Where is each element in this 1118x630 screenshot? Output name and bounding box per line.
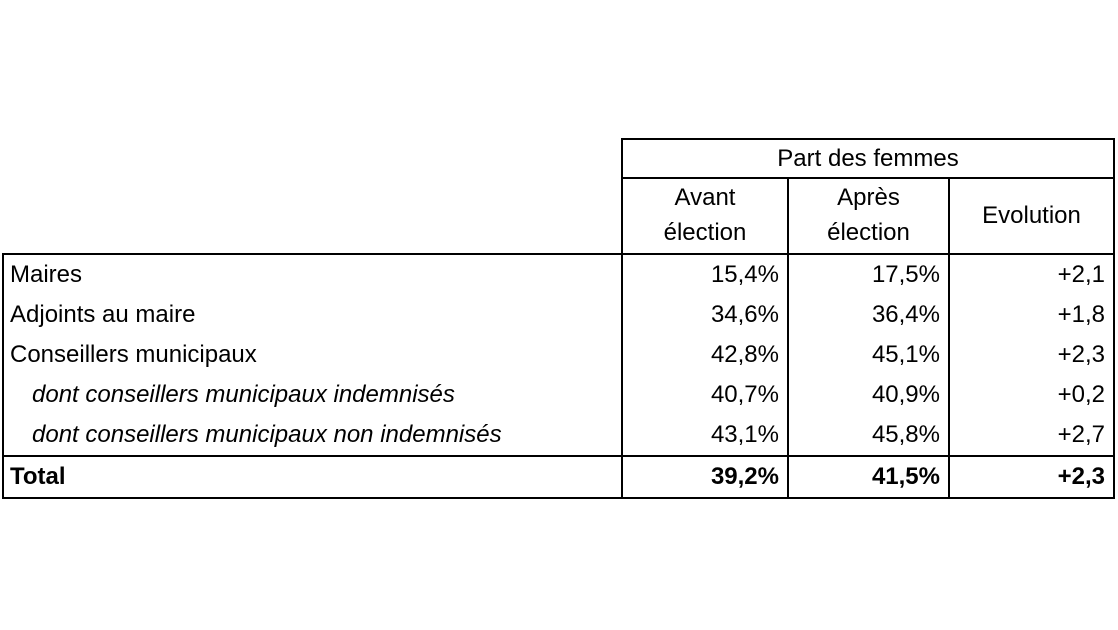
table-row-conseillers-indemnises: dont conseillers municipaux indemnisés 4… [2,375,1115,415]
cell-apres-election-total: 41,5% [787,455,950,499]
cell-avant-election: 40,7% [621,375,789,415]
row-label: dont conseillers municipaux indemnisés [2,375,623,415]
cell-apres-election: 45,8% [787,415,950,456]
table-row-maires: Maires 15,4% 17,5% +2,1 [2,253,1115,295]
cell-avant-election: 43,1% [621,415,789,456]
cell-evolution: +1,8 [948,295,1115,335]
column-header-row: Avant élection Après élection Evolution [3,177,1115,255]
cell-evolution: +0,2 [948,375,1115,415]
cell-avant-election: 42,8% [621,335,789,375]
column-header-avant-election: Avant élection [621,177,789,255]
table-row-conseillers: Conseillers municipaux 42,8% 45,1% +2,3 [2,335,1115,375]
cell-evolution: +2,1 [948,253,1115,295]
table-row-adjoints: Adjoints au maire 34,6% 36,4% +1,8 [2,295,1115,335]
group-header-title: Part des femmes [621,138,1115,179]
cell-apres-election: 17,5% [787,253,950,295]
cell-evolution-total: +2,3 [948,455,1115,499]
part-des-femmes-table: Part des femmes Avant élection Après éle… [2,138,1115,499]
row-label: Maires [2,253,623,295]
cell-apres-election: 45,1% [787,335,950,375]
blank-header-cell [3,139,622,178]
row-label: dont conseillers municipaux non indemnis… [2,415,623,456]
group-header-row: Part des femmes [3,138,1115,179]
table-row-conseillers-non-indemnises: dont conseillers municipaux non indemnis… [2,415,1115,456]
cell-avant-election: 15,4% [621,253,789,295]
column-header-apres-election: Après élection [787,177,950,255]
cell-avant-election-total: 39,2% [621,455,789,499]
cell-avant-election: 34,6% [621,295,789,335]
row-label: Adjoints au maire [2,295,623,335]
row-label: Conseillers municipaux [2,335,623,375]
column-header-evolution: Evolution [948,177,1115,255]
blank-header-cell [3,178,622,254]
row-label-total: Total [2,455,623,499]
cell-apres-election: 36,4% [787,295,950,335]
cell-evolution: +2,3 [948,335,1115,375]
cell-evolution: +2,7 [948,415,1115,456]
cell-apres-election: 40,9% [787,375,950,415]
table-row-total: Total 39,2% 41,5% +2,3 [2,455,1115,499]
